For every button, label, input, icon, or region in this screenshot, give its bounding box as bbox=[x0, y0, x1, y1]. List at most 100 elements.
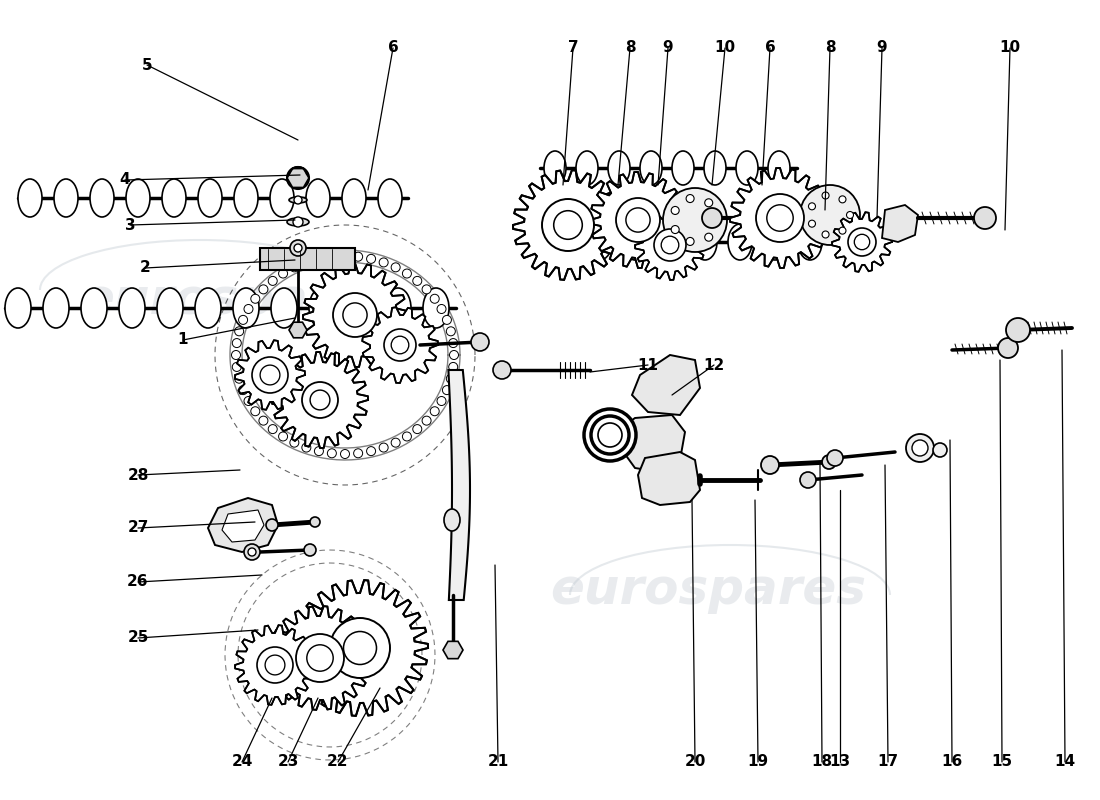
Circle shape bbox=[232, 362, 241, 371]
Circle shape bbox=[553, 210, 582, 239]
Text: 5: 5 bbox=[142, 58, 152, 73]
Circle shape bbox=[855, 234, 870, 250]
Circle shape bbox=[702, 208, 722, 228]
Circle shape bbox=[290, 240, 306, 256]
Circle shape bbox=[974, 207, 996, 229]
Ellipse shape bbox=[736, 151, 758, 185]
Ellipse shape bbox=[588, 224, 612, 260]
Circle shape bbox=[808, 203, 815, 210]
Text: 18: 18 bbox=[812, 754, 833, 770]
Polygon shape bbox=[635, 210, 705, 280]
Circle shape bbox=[591, 416, 629, 454]
Text: 12: 12 bbox=[703, 358, 725, 373]
Circle shape bbox=[998, 338, 1018, 358]
Polygon shape bbox=[222, 510, 264, 542]
Polygon shape bbox=[449, 370, 470, 600]
Circle shape bbox=[392, 336, 409, 354]
Circle shape bbox=[392, 263, 400, 272]
Text: 16: 16 bbox=[942, 754, 962, 770]
Text: 27: 27 bbox=[128, 521, 148, 535]
Circle shape bbox=[328, 449, 337, 458]
Ellipse shape bbox=[195, 288, 221, 328]
Circle shape bbox=[258, 416, 268, 425]
Circle shape bbox=[366, 446, 375, 456]
Circle shape bbox=[686, 194, 694, 202]
Ellipse shape bbox=[306, 179, 330, 217]
Ellipse shape bbox=[346, 288, 373, 328]
Circle shape bbox=[626, 208, 650, 232]
Text: 10: 10 bbox=[714, 41, 736, 55]
Circle shape bbox=[310, 390, 330, 410]
Text: 25: 25 bbox=[128, 630, 148, 646]
Polygon shape bbox=[621, 415, 685, 472]
Circle shape bbox=[293, 217, 303, 227]
Ellipse shape bbox=[424, 288, 449, 328]
Text: 26: 26 bbox=[128, 574, 148, 590]
Circle shape bbox=[422, 416, 431, 425]
Polygon shape bbox=[832, 212, 892, 272]
Circle shape bbox=[366, 254, 375, 263]
Polygon shape bbox=[292, 580, 428, 716]
Circle shape bbox=[671, 206, 679, 214]
Circle shape bbox=[800, 472, 816, 488]
Circle shape bbox=[353, 252, 363, 262]
Circle shape bbox=[906, 434, 934, 462]
Ellipse shape bbox=[270, 179, 294, 217]
Circle shape bbox=[661, 236, 679, 254]
Circle shape bbox=[341, 450, 350, 458]
Polygon shape bbox=[272, 352, 368, 448]
Circle shape bbox=[248, 548, 256, 556]
Circle shape bbox=[800, 185, 860, 245]
Text: 13: 13 bbox=[829, 754, 850, 770]
Circle shape bbox=[933, 443, 947, 457]
Ellipse shape bbox=[768, 151, 790, 185]
Text: 9: 9 bbox=[877, 41, 888, 55]
Circle shape bbox=[705, 234, 713, 242]
Ellipse shape bbox=[54, 179, 78, 217]
Polygon shape bbox=[287, 169, 309, 187]
Circle shape bbox=[705, 198, 713, 206]
Ellipse shape bbox=[672, 151, 694, 185]
Circle shape bbox=[304, 544, 316, 556]
Circle shape bbox=[231, 350, 241, 359]
Ellipse shape bbox=[728, 224, 752, 260]
Circle shape bbox=[437, 397, 446, 406]
Ellipse shape bbox=[119, 288, 145, 328]
Text: 14: 14 bbox=[1055, 754, 1076, 770]
Circle shape bbox=[232, 338, 241, 347]
Circle shape bbox=[239, 315, 248, 324]
Ellipse shape bbox=[18, 179, 42, 217]
Text: 6: 6 bbox=[387, 41, 398, 55]
Circle shape bbox=[266, 519, 278, 531]
Circle shape bbox=[756, 194, 804, 242]
Circle shape bbox=[616, 198, 660, 242]
Ellipse shape bbox=[162, 179, 186, 217]
Circle shape bbox=[403, 269, 411, 278]
Circle shape bbox=[330, 618, 390, 678]
Ellipse shape bbox=[608, 151, 630, 185]
Text: 7: 7 bbox=[568, 41, 579, 55]
Text: 28: 28 bbox=[128, 467, 148, 482]
Ellipse shape bbox=[693, 224, 717, 260]
Circle shape bbox=[912, 440, 928, 456]
Circle shape bbox=[430, 294, 439, 303]
Circle shape bbox=[442, 386, 451, 394]
Circle shape bbox=[584, 409, 636, 461]
Ellipse shape bbox=[287, 218, 309, 226]
Circle shape bbox=[244, 305, 253, 314]
Circle shape bbox=[234, 374, 244, 383]
Circle shape bbox=[257, 647, 293, 683]
Circle shape bbox=[251, 406, 260, 416]
Circle shape bbox=[848, 228, 876, 256]
Bar bbox=[260, 248, 355, 270]
Ellipse shape bbox=[43, 288, 69, 328]
Circle shape bbox=[403, 432, 411, 441]
Circle shape bbox=[294, 244, 302, 252]
Polygon shape bbox=[268, 606, 372, 710]
Circle shape bbox=[412, 425, 421, 434]
Circle shape bbox=[437, 305, 446, 314]
Circle shape bbox=[294, 196, 302, 204]
Polygon shape bbox=[208, 498, 278, 552]
Ellipse shape bbox=[763, 224, 786, 260]
Circle shape bbox=[808, 220, 815, 227]
